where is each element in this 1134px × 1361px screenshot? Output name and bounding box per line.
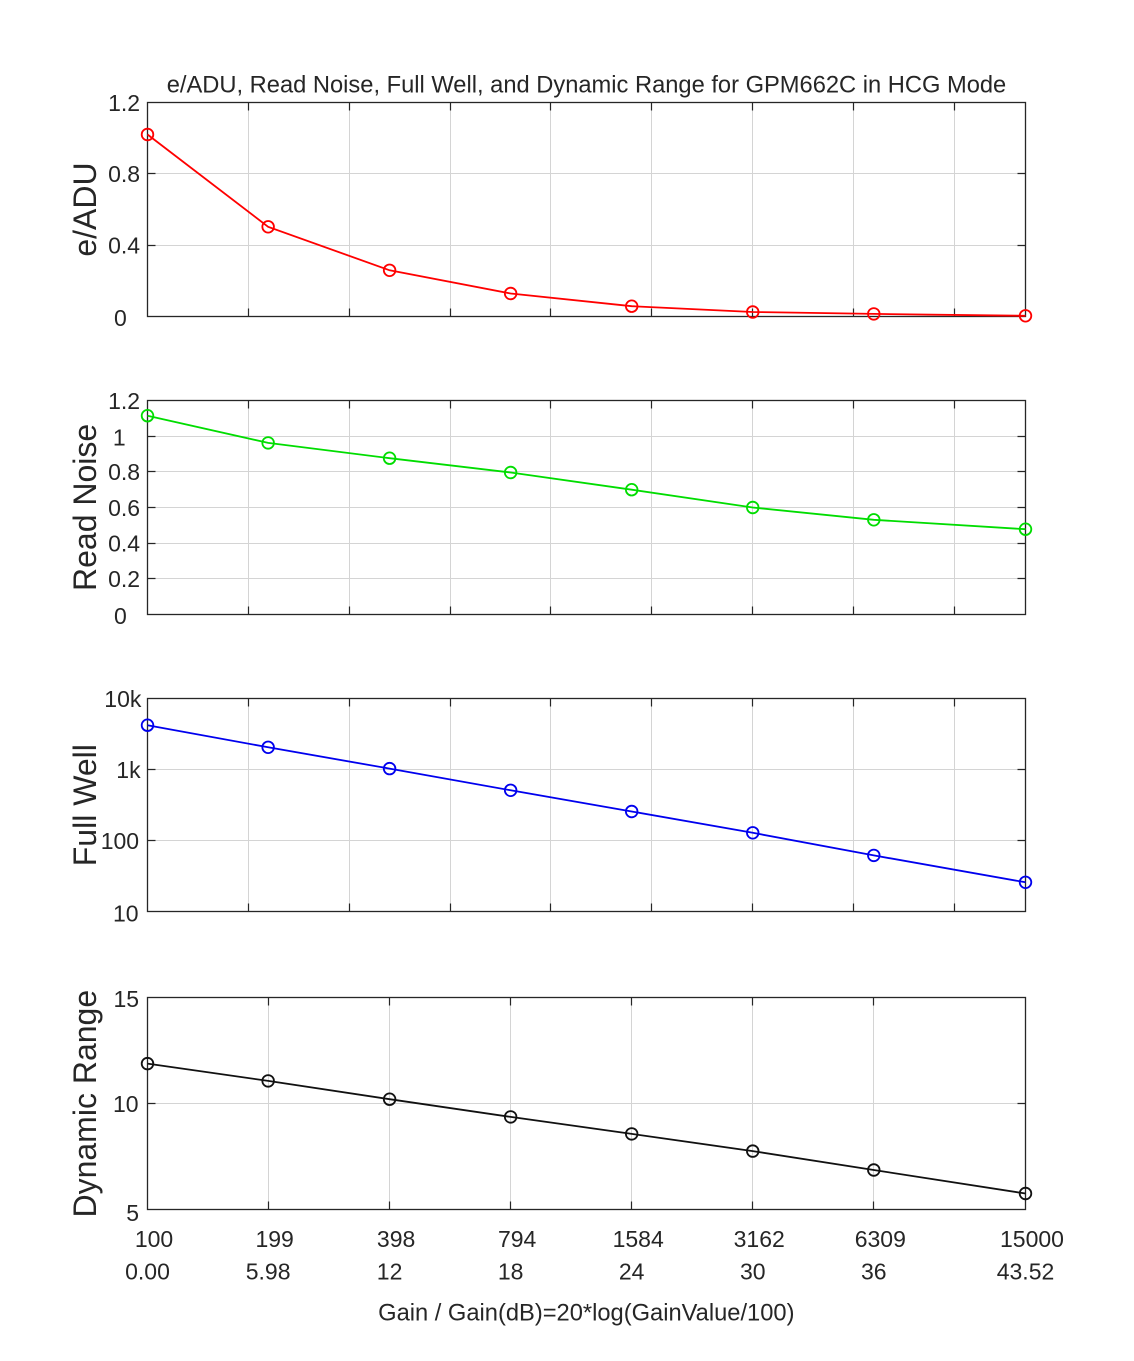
svg-text:1k: 1k (116, 757, 141, 783)
svg-text:10: 10 (113, 900, 139, 926)
svg-text:5: 5 (126, 1200, 139, 1226)
svg-text:100: 100 (135, 1226, 173, 1252)
svg-text:3162: 3162 (734, 1226, 785, 1252)
svg-text:0.2: 0.2 (108, 566, 140, 592)
svg-text:Full Well: Full Well (67, 744, 103, 866)
svg-text:0.00: 0.00 (125, 1259, 170, 1285)
svg-text:0: 0 (114, 305, 127, 331)
svg-text:0.8: 0.8 (108, 459, 140, 485)
svg-text:36: 36 (861, 1259, 887, 1285)
svg-text:199: 199 (255, 1226, 293, 1252)
svg-text:Read Noise: Read Noise (67, 424, 103, 591)
svg-text:12: 12 (377, 1259, 403, 1285)
svg-text:0.4: 0.4 (108, 233, 140, 259)
svg-text:30: 30 (740, 1259, 766, 1285)
svg-text:5.98: 5.98 (246, 1259, 291, 1285)
svg-text:1: 1 (113, 425, 126, 451)
svg-text:6309: 6309 (855, 1226, 906, 1252)
svg-text:18: 18 (498, 1259, 524, 1285)
svg-text:24: 24 (619, 1259, 645, 1285)
svg-text:0.8: 0.8 (108, 161, 140, 187)
svg-text:e/ADU, Read Noise, Full Well,: e/ADU, Read Noise, Full Well, and Dynami… (167, 72, 1006, 98)
svg-text:1.2: 1.2 (108, 90, 140, 116)
svg-text:0.4: 0.4 (108, 531, 140, 557)
svg-text:Dynamic Range: Dynamic Range (67, 990, 103, 1218)
svg-text:1584: 1584 (613, 1226, 664, 1252)
svg-text:0.6: 0.6 (108, 495, 140, 521)
svg-text:15000: 15000 (1000, 1226, 1064, 1252)
svg-text:Gain / Gain(dB)=20*log(GainVal: Gain / Gain(dB)=20*log(GainValue/100) (378, 1301, 794, 1327)
svg-text:794: 794 (498, 1226, 537, 1252)
svg-text:100: 100 (101, 828, 139, 854)
svg-text:398: 398 (377, 1226, 415, 1252)
svg-text:10: 10 (113, 1091, 139, 1117)
svg-text:1.2: 1.2 (108, 388, 140, 414)
svg-text:10k: 10k (104, 686, 142, 712)
svg-text:0: 0 (114, 603, 127, 629)
svg-text:e/ADU: e/ADU (67, 162, 103, 256)
svg-text:43.52: 43.52 (997, 1259, 1055, 1285)
svg-text:15: 15 (114, 986, 140, 1012)
